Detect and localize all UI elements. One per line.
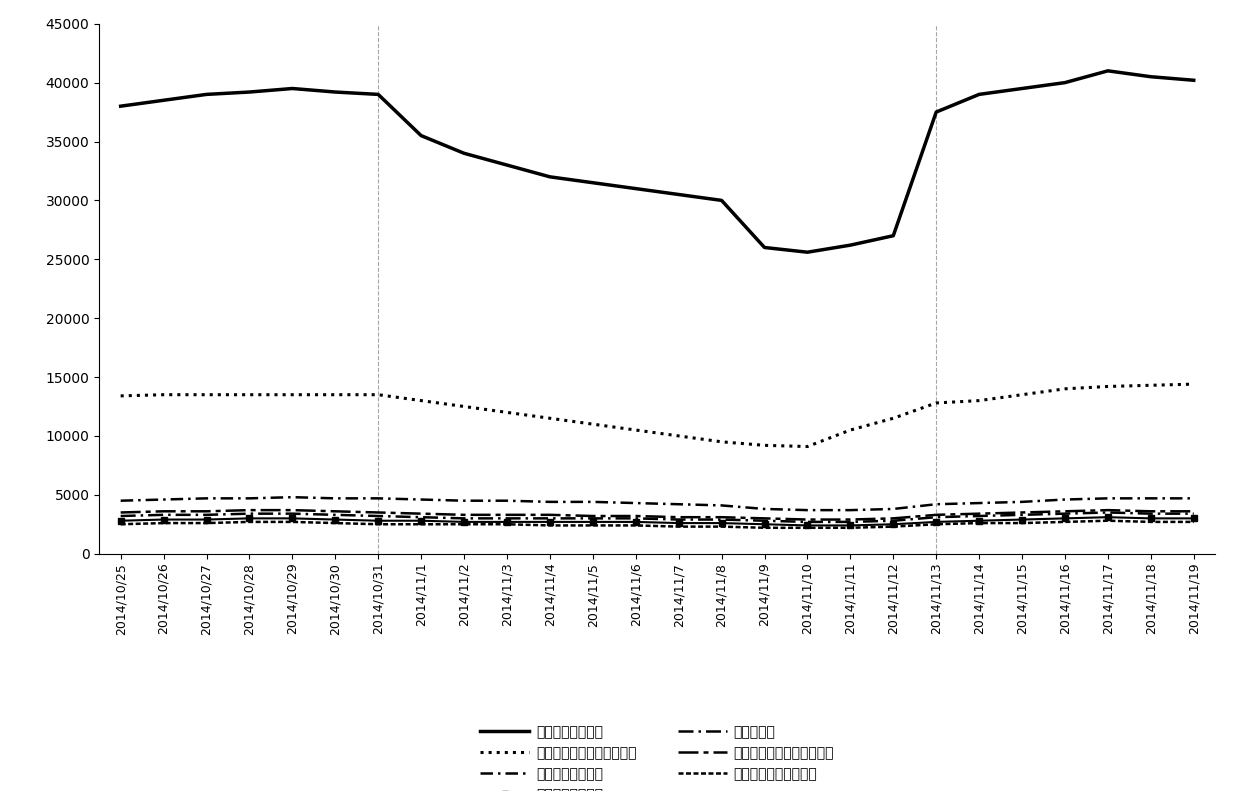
Legend: 全社会用电量总计, 黑色金属冶炼及压延加工业, 黑色金属矿采选业, 非金属矿物制品业, 金属制品业, 化学原料及化学制品制造业, 电力、热力生产和供应, : 全社会用电量总计, 黑色金属冶炼及压延加工业, 黑色金属矿采选业, 非金属矿物制… <box>475 720 839 791</box>
